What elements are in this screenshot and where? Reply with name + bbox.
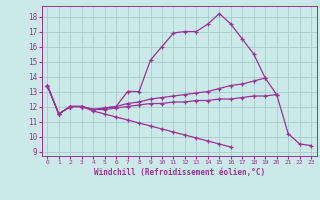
X-axis label: Windchill (Refroidissement éolien,°C): Windchill (Refroidissement éolien,°C) <box>94 168 265 177</box>
